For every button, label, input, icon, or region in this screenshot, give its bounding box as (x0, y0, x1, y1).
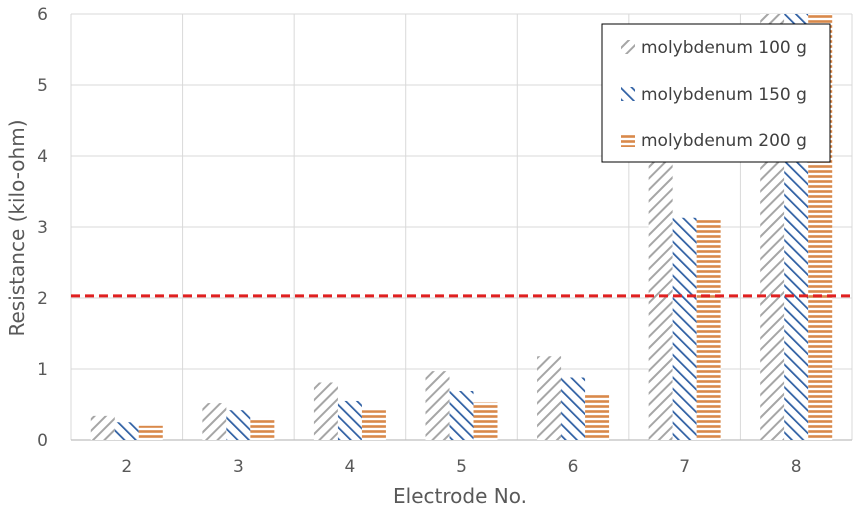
bar-series1-electrode-3 (202, 403, 227, 440)
x-tick-label: 8 (791, 457, 802, 477)
x-tick-label: 7 (679, 457, 690, 477)
bar-series2-electrode-7 (672, 217, 697, 440)
bar-series3-electrode-5 (473, 402, 498, 440)
bar-series3-electrode-6 (585, 393, 610, 440)
bars (90, 14, 833, 440)
y-tick-label: 0 (37, 431, 48, 451)
gridlines (70, 13, 853, 441)
legend-label: molybdenum 150 g (641, 85, 807, 105)
bar-series3-electrode-4 (361, 410, 386, 440)
legend: molybdenum 100 g molybdenum 150 g molybden… (601, 23, 831, 163)
x-tick-label: 3 (233, 457, 244, 477)
bar-series2-electrode-2 (114, 422, 139, 440)
y-tick-label: 1 (37, 360, 48, 380)
x-tick-label: 2 (121, 457, 132, 477)
y-tick-label: 3 (37, 218, 48, 238)
bar-series2-electrode-5 (449, 391, 474, 440)
y-tick-label: 2 (37, 289, 48, 309)
x-ticks: 2 3 4 5 6 7 8 (121, 457, 801, 477)
x-tick-label: 4 (345, 457, 356, 477)
bar-series2-electrode-3 (226, 410, 251, 440)
y-ticks: 0 1 2 3 4 5 6 (37, 5, 48, 451)
y-tick-label: 5 (37, 76, 48, 96)
legend-label: molybdenum 200 g (641, 131, 807, 151)
legend-swatch (621, 87, 635, 101)
bar-series1-electrode-5 (425, 371, 450, 440)
bar-series2-electrode-4 (337, 400, 362, 440)
y-tick-label: 6 (37, 5, 48, 25)
legend-swatch (621, 40, 635, 54)
x-tick-label: 6 (568, 457, 579, 477)
legend-box (601, 23, 831, 163)
bar-series1-electrode-7 (648, 156, 673, 440)
bar-series3-electrode-2 (138, 425, 163, 440)
bar-series1-electrode-6 (537, 356, 562, 440)
bar-series1-electrode-4 (313, 382, 338, 440)
legend-swatch (621, 133, 635, 147)
bar-series2-electrode-6 (561, 377, 586, 440)
bar-series3-electrode-7 (696, 219, 721, 440)
legend-label: molybdenum 100 g (641, 38, 807, 58)
x-tick-label: 5 (456, 457, 467, 477)
bar-series3-electrode-3 (250, 417, 275, 440)
y-tick-label: 4 (37, 147, 48, 167)
y-axis-label: Resistance (kilo-ohm) (5, 119, 29, 336)
x-axis-label: Electrode No. (393, 484, 527, 508)
bar-series1-electrode-2 (90, 415, 115, 440)
